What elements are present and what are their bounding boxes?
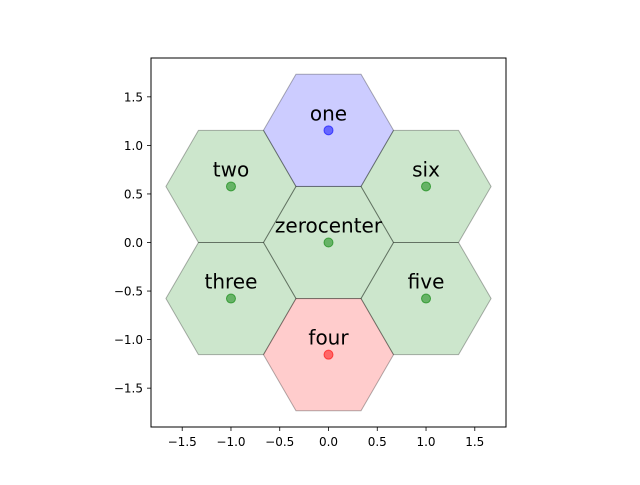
cell-label-three: three — [205, 270, 258, 294]
point-four — [323, 349, 334, 360]
x-tick-label: −0.5 — [265, 435, 294, 449]
label-layer: zerocenter one two three four five six — [205, 101, 445, 349]
x-axis: −1.5 −1.0 −0.5 0.0 0.5 1.0 1.5 — [168, 427, 484, 449]
y-tick-label: −1.5 — [114, 382, 143, 396]
y-tick-label: −1.0 — [114, 333, 143, 347]
y-tick-label: 0.5 — [124, 187, 143, 201]
point-six — [421, 181, 432, 192]
x-tick-label: 1.5 — [465, 435, 484, 449]
cell-label-six: six — [412, 157, 440, 181]
y-axis: 1.5 1.0 0.5 0.0 −0.5 −1.0 −1.5 — [114, 90, 151, 396]
point-one — [323, 125, 334, 136]
point-five — [421, 293, 432, 304]
x-tick-label: 1.0 — [416, 435, 435, 449]
cell-label-five: five — [408, 270, 445, 294]
y-tick-label: −0.5 — [114, 285, 143, 299]
point-layer — [225, 125, 432, 360]
y-tick-label: 1.0 — [124, 139, 143, 153]
point-zerocenter — [323, 237, 334, 248]
x-tick-label: −1.0 — [216, 435, 245, 449]
x-tick-label: 0.0 — [319, 435, 338, 449]
y-tick-label: 0.0 — [124, 236, 143, 250]
cell-label-one: one — [310, 101, 347, 125]
x-tick-label: −1.5 — [168, 435, 197, 449]
cell-label-four: four — [308, 326, 349, 350]
cell-label-two: two — [213, 157, 249, 181]
point-three — [225, 293, 236, 304]
x-tick-label: 0.5 — [368, 435, 387, 449]
point-two — [225, 181, 236, 192]
y-tick-label: 1.5 — [124, 90, 143, 104]
cell-label-zerocenter: zerocenter — [275, 214, 383, 238]
